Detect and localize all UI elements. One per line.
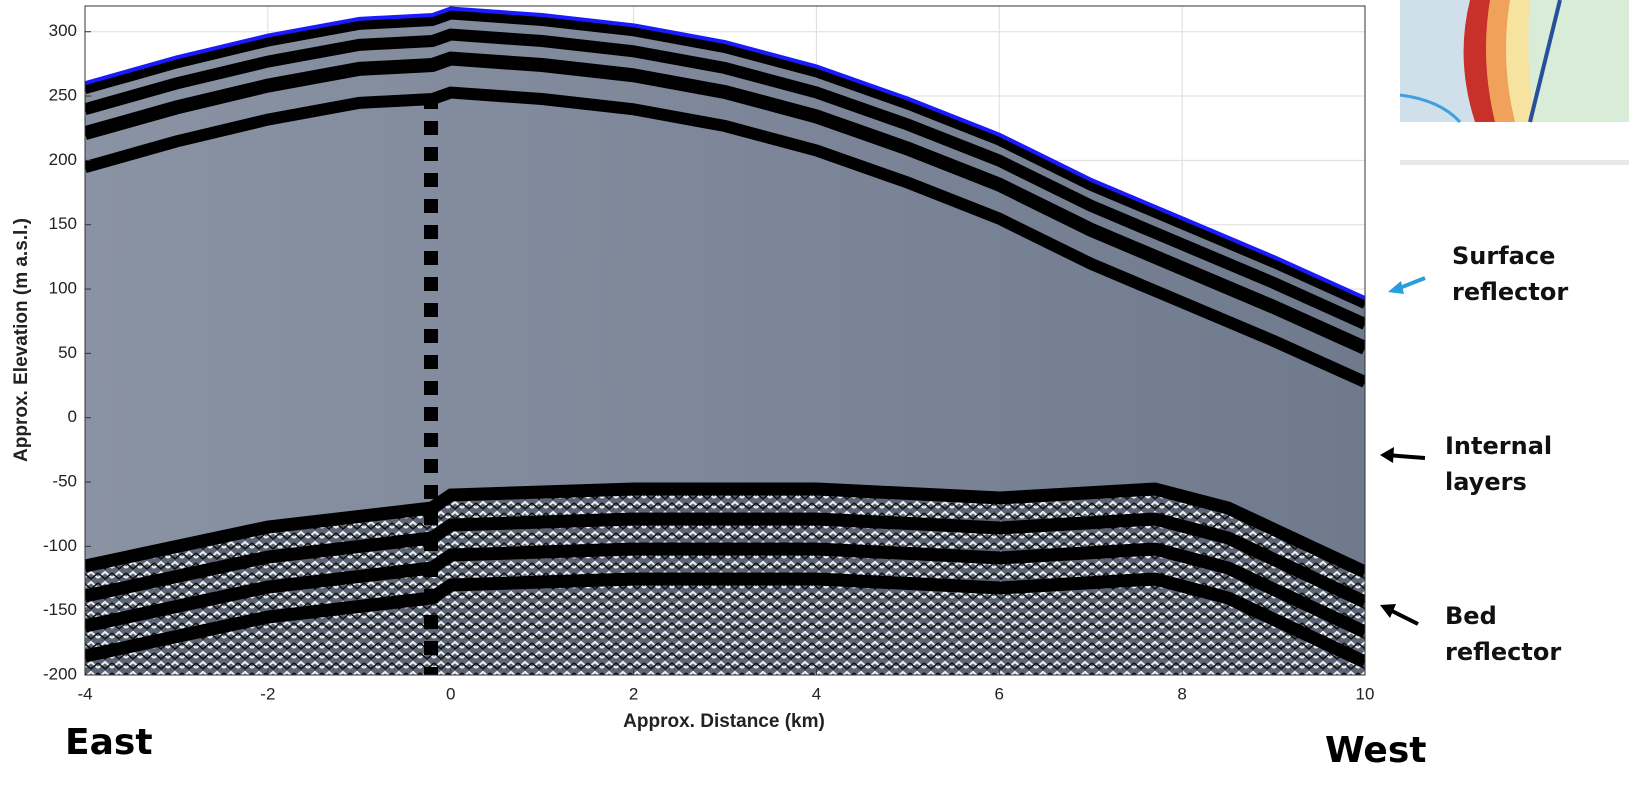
y-tick-label: 200 xyxy=(49,150,77,169)
direction-label: West xyxy=(1325,730,1427,771)
bed-band xyxy=(85,542,1365,638)
annotation: Internal layers xyxy=(1445,432,1553,496)
x-tick-label: -4 xyxy=(77,684,92,703)
x-tick-label: 2 xyxy=(629,684,638,703)
y-tick-label: -200 xyxy=(43,664,77,683)
bed-reflector-bands xyxy=(85,482,1365,668)
surface-line xyxy=(85,6,1365,300)
surface-band xyxy=(85,28,1365,330)
surface-band xyxy=(85,9,1365,309)
bed-band xyxy=(85,482,1365,578)
y-tick-label: 300 xyxy=(49,21,77,40)
plot-frame xyxy=(84,5,1366,676)
y-tick-label: 150 xyxy=(49,214,77,233)
inset-map xyxy=(1399,0,1629,165)
x-tick-label: -2 xyxy=(260,684,275,703)
x-tick-label: 6 xyxy=(995,684,1004,703)
bed-band xyxy=(85,572,1365,668)
y-axis-label: Approx. Elevation (m a.s.l.) xyxy=(11,218,32,462)
surface-band xyxy=(85,86,1365,388)
x-tick-label: 4 xyxy=(812,684,821,703)
y-tick-label: 0 xyxy=(68,407,77,426)
direction-label: East xyxy=(65,722,153,763)
y-tick-label: 250 xyxy=(49,86,77,105)
y-tick-label: -100 xyxy=(43,536,77,555)
x-tick-label: 8 xyxy=(1177,684,1186,703)
y-tick-label: -150 xyxy=(43,600,77,619)
annotation-arrows xyxy=(1380,276,1426,626)
annotation: Surface reflector xyxy=(1452,242,1569,306)
y-tick-label: 100 xyxy=(49,279,77,298)
x-tick-label: 0 xyxy=(446,684,455,703)
surface-band xyxy=(85,51,1365,355)
x-tick-label: 10 xyxy=(1356,684,1375,703)
y-tick-label: -50 xyxy=(52,472,77,491)
radargram xyxy=(85,6,1365,675)
bed-band xyxy=(85,512,1365,608)
x-axis-label: Approx. Distance (km) xyxy=(623,711,825,732)
y-tick-label: 50 xyxy=(58,343,77,362)
annotation: Bed reflector xyxy=(1445,602,1562,666)
